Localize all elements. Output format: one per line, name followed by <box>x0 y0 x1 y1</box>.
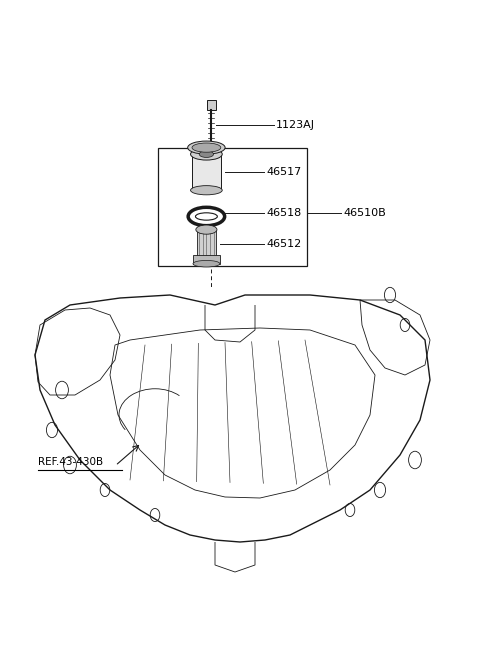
Ellipse shape <box>196 225 217 234</box>
Bar <box>207 100 216 110</box>
Bar <box>158 148 307 266</box>
Ellipse shape <box>195 213 217 220</box>
Ellipse shape <box>188 141 225 154</box>
Ellipse shape <box>192 143 221 152</box>
Ellipse shape <box>199 151 214 157</box>
Text: 1123AJ: 1123AJ <box>276 119 315 130</box>
Bar <box>197 230 216 256</box>
Text: 46517: 46517 <box>266 167 301 177</box>
Ellipse shape <box>191 186 222 195</box>
Bar <box>193 255 220 264</box>
Text: REF.43-430B: REF.43-430B <box>38 457 104 468</box>
Text: 46510B: 46510B <box>343 208 386 218</box>
Text: 46512: 46512 <box>266 239 301 249</box>
Text: 46518: 46518 <box>266 208 301 218</box>
Bar <box>192 154 221 190</box>
Ellipse shape <box>191 148 222 160</box>
Ellipse shape <box>193 260 220 267</box>
